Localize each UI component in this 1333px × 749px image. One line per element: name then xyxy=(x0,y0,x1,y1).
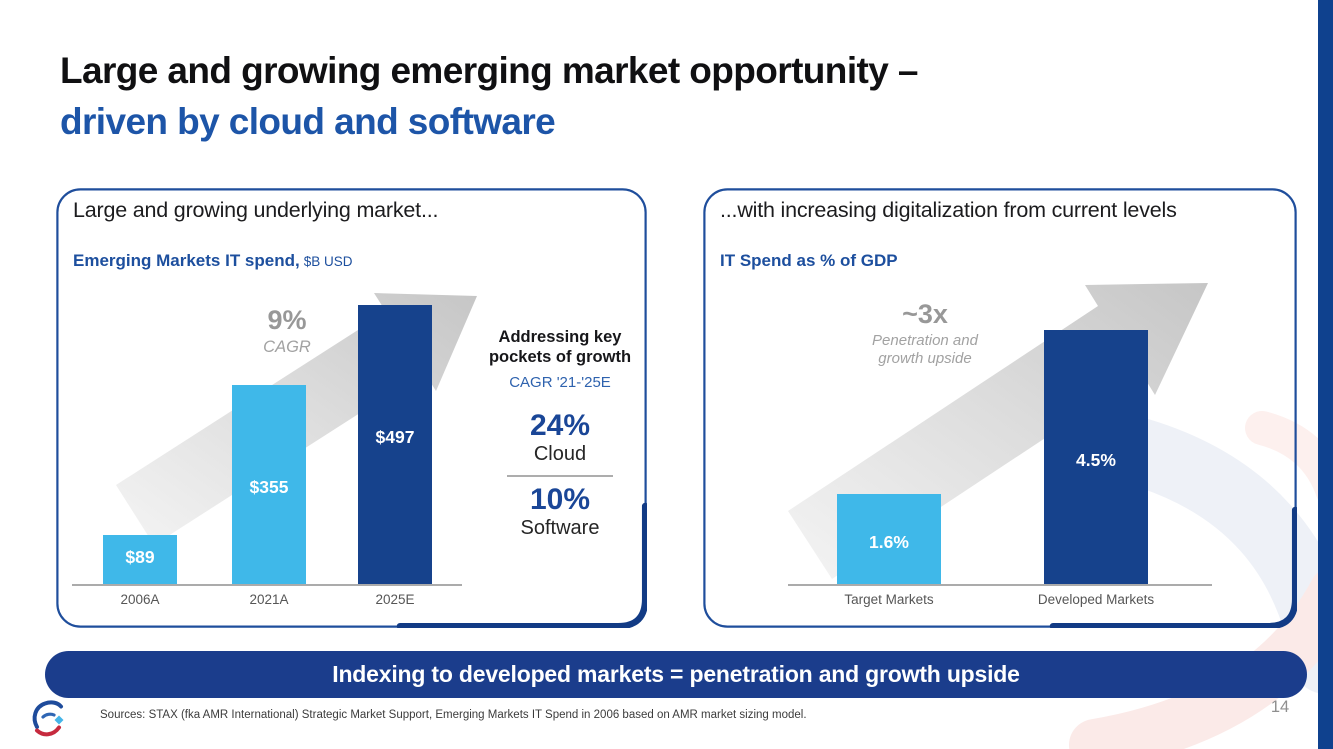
cagr-value: 9% xyxy=(267,305,307,335)
bar-value-target: 1.6% xyxy=(869,532,909,552)
cloud-cagr-value: 24% xyxy=(529,409,591,442)
slide-edge-accent-bar xyxy=(1318,0,1333,749)
right-chart-title-text: IT Spend as % of GDP xyxy=(720,251,898,270)
callout-title-line-2: pockets of growth xyxy=(488,347,632,366)
bar-value-2021a: $355 xyxy=(249,477,289,497)
tick-2006a: 2006A xyxy=(120,592,160,607)
multiplier-caption: Penetration and growth upside xyxy=(825,332,1025,368)
left-chart-unit: $B USD xyxy=(303,254,353,269)
x-axis xyxy=(788,584,1212,586)
growth-callout: Addressing key pockets of growth CAGR '2… xyxy=(475,328,645,540)
right-panel-card: ...with increasing digitalization from c… xyxy=(703,188,1297,628)
x-axis xyxy=(72,584,462,586)
company-logo xyxy=(32,700,64,737)
right-panel-heading: ...with increasing digitalization from c… xyxy=(720,198,1177,222)
left-panel-heading: Large and growing underlying market... xyxy=(73,198,439,222)
multiplier-annotation: ~3x Penetration and growth upside xyxy=(825,300,1025,368)
software-label: Software xyxy=(520,516,600,539)
page-title: Large and growing emerging market opport… xyxy=(60,45,918,147)
callout-divider xyxy=(507,475,613,477)
bar-value-2006a: $89 xyxy=(125,547,155,567)
cagr-label: CAGR xyxy=(263,338,311,356)
left-chart-title: Emerging Markets IT spend, $B USD xyxy=(73,251,353,271)
title-line-1: Large and growing emerging market opport… xyxy=(60,50,918,91)
footer-sources: Sources: STAX (fka AMR International) St… xyxy=(100,709,807,721)
tick-target-markets: Target Markets xyxy=(844,592,934,607)
software-cagr-value: 10% xyxy=(529,482,591,516)
tick-2021a: 2021A xyxy=(249,592,289,607)
right-chart-title: IT Spend as % of GDP xyxy=(720,251,898,271)
callout-title-line-1: Addressing key xyxy=(498,328,622,346)
cloud-label: Cloud xyxy=(533,443,587,465)
bar-value-2025e: $497 xyxy=(375,427,415,447)
page-number: 14 xyxy=(1270,698,1290,716)
banner-text: Indexing to developed markets = penetrat… xyxy=(332,661,1020,687)
left-chart-title-text: Emerging Markets IT spend, xyxy=(73,251,300,270)
bar-value-developed: 4.5% xyxy=(1076,450,1116,470)
left-panel-card: Large and growing underlying market... E… xyxy=(56,188,647,628)
callout-subtitle: CAGR '21-'25E xyxy=(509,374,611,391)
multiplier-value: ~3x xyxy=(902,299,948,329)
cagr-annotation: 9% CAGR xyxy=(217,306,357,357)
title-line-2: driven by cloud and software xyxy=(60,101,556,142)
tick-developed-markets: Developed Markets xyxy=(1037,592,1155,607)
tick-2025e: 2025E xyxy=(375,592,415,607)
multiplier-caption-line-1: Penetration and xyxy=(872,332,978,349)
key-takeaway-banner: Indexing to developed markets = penetrat… xyxy=(45,651,1307,698)
multiplier-caption-line-2: growth upside xyxy=(878,350,972,367)
growth-arrow-icon xyxy=(788,283,1208,579)
